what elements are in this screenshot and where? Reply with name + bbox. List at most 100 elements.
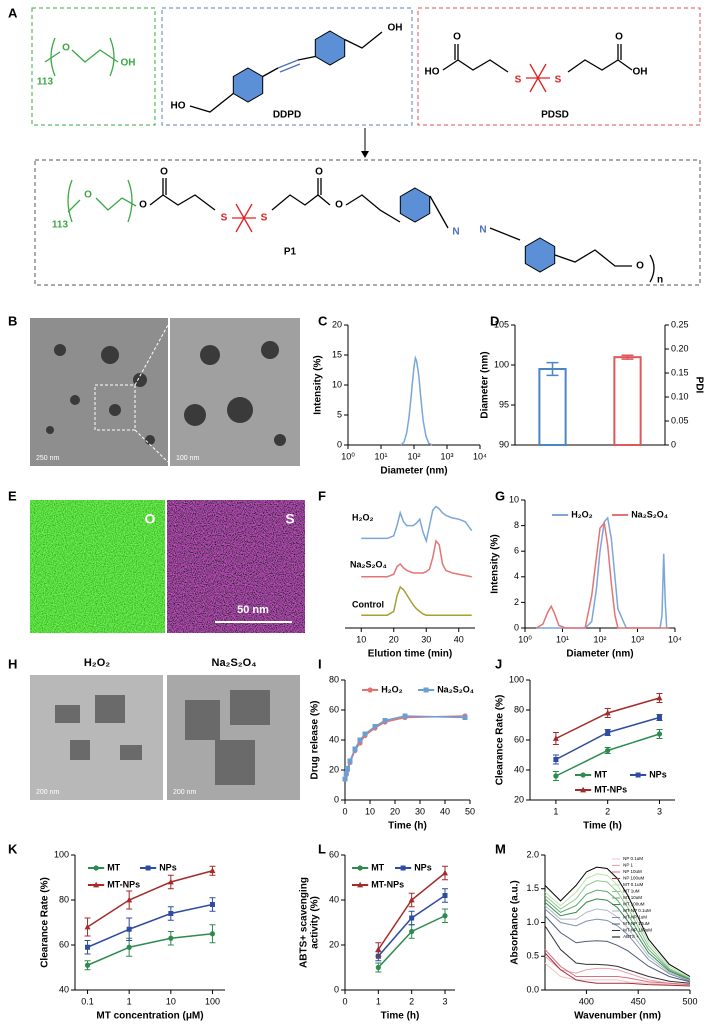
x-axis-label: Diameter (nm) (380, 466, 447, 477)
y-tick-label: 60 (329, 849, 339, 859)
panel-letter: D (490, 313, 499, 328)
y-tick-label: 20 (329, 764, 339, 774)
x-tick-label: 3 (442, 996, 447, 1006)
legend-label: NPs (414, 862, 432, 872)
ddpd-bonds (189, 31, 383, 113)
marker (604, 709, 611, 716)
scheme-label: S (555, 75, 562, 86)
scheme-label: DDPD (273, 110, 301, 121)
fragment (70, 740, 90, 760)
marker (367, 687, 373, 693)
marker (352, 746, 358, 752)
pdsd-bonds (442, 44, 633, 73)
scheme-label: O (315, 167, 323, 178)
x-tick-label: 40 (440, 806, 450, 816)
y-tick-label: 1.0 (526, 917, 539, 927)
y-tick-label: 0 (334, 984, 339, 994)
x-tick-label: 10³ (440, 451, 453, 461)
y-tick-label: 100 (494, 359, 509, 369)
eds-map-s (167, 500, 305, 633)
monomer-box (417, 7, 701, 126)
y2-tick-label: 0.15 (671, 367, 689, 377)
disulfide-cross (526, 63, 550, 93)
x-tick-label: 10⁰ (341, 451, 355, 461)
y-tick-label: 20 (329, 939, 339, 949)
legend-label: Na₂S₂O₄ (437, 684, 474, 694)
particle (274, 434, 286, 446)
scale-label: 250 nm (36, 455, 60, 462)
y-tick-label: 95 (499, 399, 509, 409)
scheme-label: HO (171, 101, 186, 112)
series-line (544, 952, 691, 987)
marker (209, 867, 216, 874)
scheme-label: O (139, 200, 147, 211)
marker (209, 902, 215, 907)
series-line (361, 539, 472, 578)
x-tick-label: 40 (454, 634, 464, 644)
series-line (544, 925, 691, 984)
series-line (544, 889, 691, 980)
bar (613, 356, 642, 446)
y-tick-label: 0.0 (526, 984, 539, 994)
x-tick-label: 1 (376, 996, 381, 1006)
marker (345, 766, 350, 771)
y-tick-label: 2 (514, 597, 519, 607)
panel-letter: A (8, 5, 18, 20)
p1-bonds (149, 178, 655, 283)
zoom-box (94, 384, 136, 431)
y-axis-label: Drug release (%) (310, 701, 321, 780)
marker (442, 913, 448, 919)
marker (342, 776, 348, 782)
particle (200, 345, 220, 365)
legend-label: NP 10uM (623, 869, 642, 874)
y-tick-label: 60 (514, 734, 524, 744)
x-axis-label: Time (h) (381, 1011, 420, 1022)
marker (442, 869, 448, 876)
marker (93, 865, 99, 871)
x-axis-label: Elution time (min) (368, 649, 452, 660)
legend-label: H₂O₂ (571, 509, 593, 519)
y-tick-label: 60 (329, 704, 339, 714)
marker (462, 715, 468, 720)
y-tick-label: 40 (329, 734, 339, 744)
x-tick-label: 10¹ (556, 634, 569, 644)
marker (357, 865, 363, 871)
legend-label: MT-NP 0.1uM (623, 908, 651, 913)
image-title: Na₂S₂O₄ (212, 657, 257, 669)
scheme-label: OH (633, 67, 648, 78)
scheme-label: 113 (52, 220, 69, 231)
panel-letter: K (8, 841, 18, 856)
fragment (230, 690, 270, 725)
error-bar (546, 361, 559, 377)
particle (54, 344, 66, 356)
panel-letter: B (8, 313, 17, 328)
benzene-ring (314, 30, 346, 66)
tem-image (30, 318, 168, 466)
series-line (535, 521, 670, 629)
series-line (536, 516, 670, 629)
y-tick-label: 0 (514, 622, 519, 632)
series-line (87, 870, 213, 928)
scheme-label: 113 (37, 77, 54, 88)
scheme-label: O (615, 32, 623, 43)
fragment (95, 695, 125, 723)
element-label: O (145, 511, 156, 527)
y-axis-label: Clearance Rate (%) (495, 695, 506, 786)
y-tick-label: 4 (514, 571, 519, 581)
x-tick-label: 10⁴ (668, 634, 682, 644)
marker (382, 718, 388, 723)
marker (126, 926, 132, 932)
benzene-ring (399, 187, 431, 223)
scheme-label: n (657, 275, 663, 286)
particle (46, 426, 54, 434)
polymer-box (34, 159, 701, 286)
marker (375, 946, 382, 952)
x-tick-label: 30 (421, 634, 431, 644)
benzene-ring (232, 67, 264, 103)
eds-map-o (30, 500, 165, 633)
x-tick-label: 2 (605, 806, 610, 816)
y-tick-label: 5 (337, 409, 342, 419)
particle (227, 397, 253, 423)
x-axis-label: Diameter (nm) (566, 649, 633, 660)
x-tick-label: 10 (365, 806, 375, 816)
